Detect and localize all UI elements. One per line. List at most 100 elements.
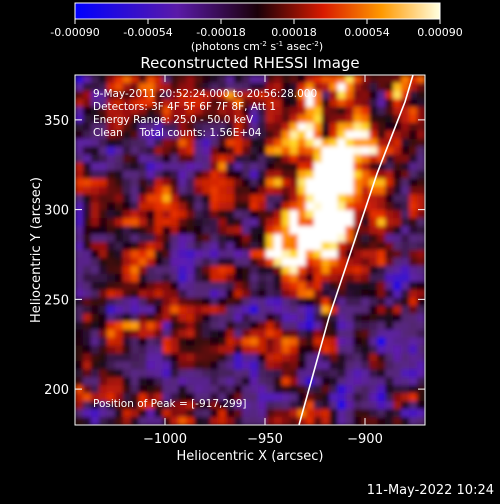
heatmap-cell: [409, 265, 418, 275]
heatmap-cell: [377, 273, 386, 283]
heatmap-cell: [114, 106, 124, 116]
heatmap-cell: [353, 130, 362, 140]
heatmap-cell: [265, 337, 275, 347]
heatmap-cell: [297, 321, 307, 331]
heatmap-cell: [401, 178, 410, 187]
heatmap-cell: [337, 250, 347, 259]
heatmap-cell: [146, 369, 156, 378]
heatmap-cell: [281, 130, 291, 140]
heatmap-cell: [242, 90, 251, 100]
heatmap-cell: [273, 393, 283, 402]
heatmap-cell: [361, 337, 370, 347]
heatmap-cell: [114, 122, 124, 132]
heatmap-cell: [114, 82, 124, 92]
heatmap-cell: [202, 337, 211, 347]
heatmap-cell: [146, 329, 156, 339]
heatmap-cell: [130, 393, 140, 402]
heatmap-cell: [202, 361, 211, 370]
heatmap-cell: [345, 265, 354, 275]
heatmap-cell: [393, 242, 402, 251]
heatmap-cell: [234, 218, 243, 227]
heatmap-cell: [401, 98, 410, 108]
heatmap-cell: [90, 401, 100, 410]
heatmap-cell: [305, 250, 315, 259]
heatmap-cell: [297, 361, 307, 370]
heatmap-cell: [409, 178, 418, 187]
heatmap-cell: [353, 114, 362, 124]
heatmap-cell: [138, 98, 148, 108]
heatmap-cell: [162, 417, 172, 425]
heatmap-cell: [122, 250, 132, 259]
heatmap-cell: [369, 75, 378, 84]
heatmap-cell: [377, 170, 386, 179]
heatmap-cell: [75, 114, 84, 124]
heatmap-cell: [369, 257, 378, 267]
heatmap-cell: [250, 218, 259, 227]
heatmap-cell: [273, 329, 283, 339]
heatmap-cell: [409, 226, 418, 235]
heatmap-cell: [98, 265, 108, 275]
heatmap-cell: [202, 289, 211, 299]
heatmap-cell: [385, 377, 394, 386]
heatmap-cell: [114, 273, 124, 283]
heatmap-cell: [130, 98, 140, 108]
heatmap-cell: [226, 409, 235, 418]
heatmap-cell: [122, 305, 132, 315]
heatmap-cell: [353, 250, 362, 259]
heatmap-cell: [313, 377, 323, 386]
heatmap-cell: [321, 329, 331, 339]
heatmap-cell: [289, 234, 299, 243]
heatmap-cell: [265, 170, 275, 179]
heatmap-cell: [234, 377, 243, 386]
heatmap-cell: [106, 401, 116, 410]
heatmap-cell: [154, 273, 164, 283]
heatmap-cell: [250, 297, 259, 307]
heatmap-cell: [369, 210, 378, 219]
heatmap-cell: [250, 170, 259, 179]
heatmap-cell: [106, 154, 116, 164]
heatmap-cell: [257, 98, 267, 108]
heatmap-cell: [122, 162, 132, 172]
heatmap-cell: [377, 162, 386, 172]
colorbar-unit: (photons cm-2 s-1 asec-2): [191, 40, 323, 53]
heatmap-cell: [289, 242, 299, 251]
heatmap-cell: [257, 162, 267, 172]
heatmap-cell: [289, 289, 299, 299]
heatmap-cell: [393, 90, 402, 100]
heatmap-cell: [138, 281, 148, 291]
heatmap-cell: [210, 321, 219, 331]
heatmap-cell: [178, 329, 187, 339]
heatmap-cell: [281, 170, 291, 179]
heatmap-cell: [250, 409, 259, 418]
heatmap-cell: [218, 345, 227, 354]
heatmap-cell: [186, 178, 195, 187]
heatmap-cell: [321, 202, 331, 211]
heatmap-cell: [202, 305, 211, 315]
heatmap-cell: [377, 194, 386, 203]
heatmap-cell: [385, 106, 394, 116]
heatmap-cell: [273, 82, 283, 92]
heatmap-cell: [289, 417, 299, 425]
heatmap-cell: [210, 250, 219, 259]
heatmap-cell: [186, 250, 195, 259]
heatmap-cell: [98, 257, 108, 267]
heatmap-cell: [122, 194, 132, 203]
heatmap-cell: [281, 305, 291, 315]
heatmap-cell: [146, 138, 156, 148]
heatmap-cell: [409, 313, 418, 323]
heatmap-cell: [130, 329, 140, 339]
heatmap-cell: [226, 242, 235, 251]
heatmap-cell: [106, 321, 116, 331]
heatmap-cell: [361, 210, 370, 219]
heatmap-cell: [90, 114, 100, 124]
heatmap-cell: [393, 178, 402, 187]
heatmap-cell: [417, 170, 425, 179]
heatmap-cell: [361, 130, 370, 140]
heatmap-cell: [329, 122, 339, 132]
heatmap-cell: [409, 385, 418, 394]
heatmap-cell: [257, 122, 267, 132]
heatmap-cell: [154, 289, 164, 299]
heatmap-cell: [130, 218, 140, 227]
heatmap-cell: [257, 75, 267, 84]
heatmap-cell: [369, 281, 378, 291]
